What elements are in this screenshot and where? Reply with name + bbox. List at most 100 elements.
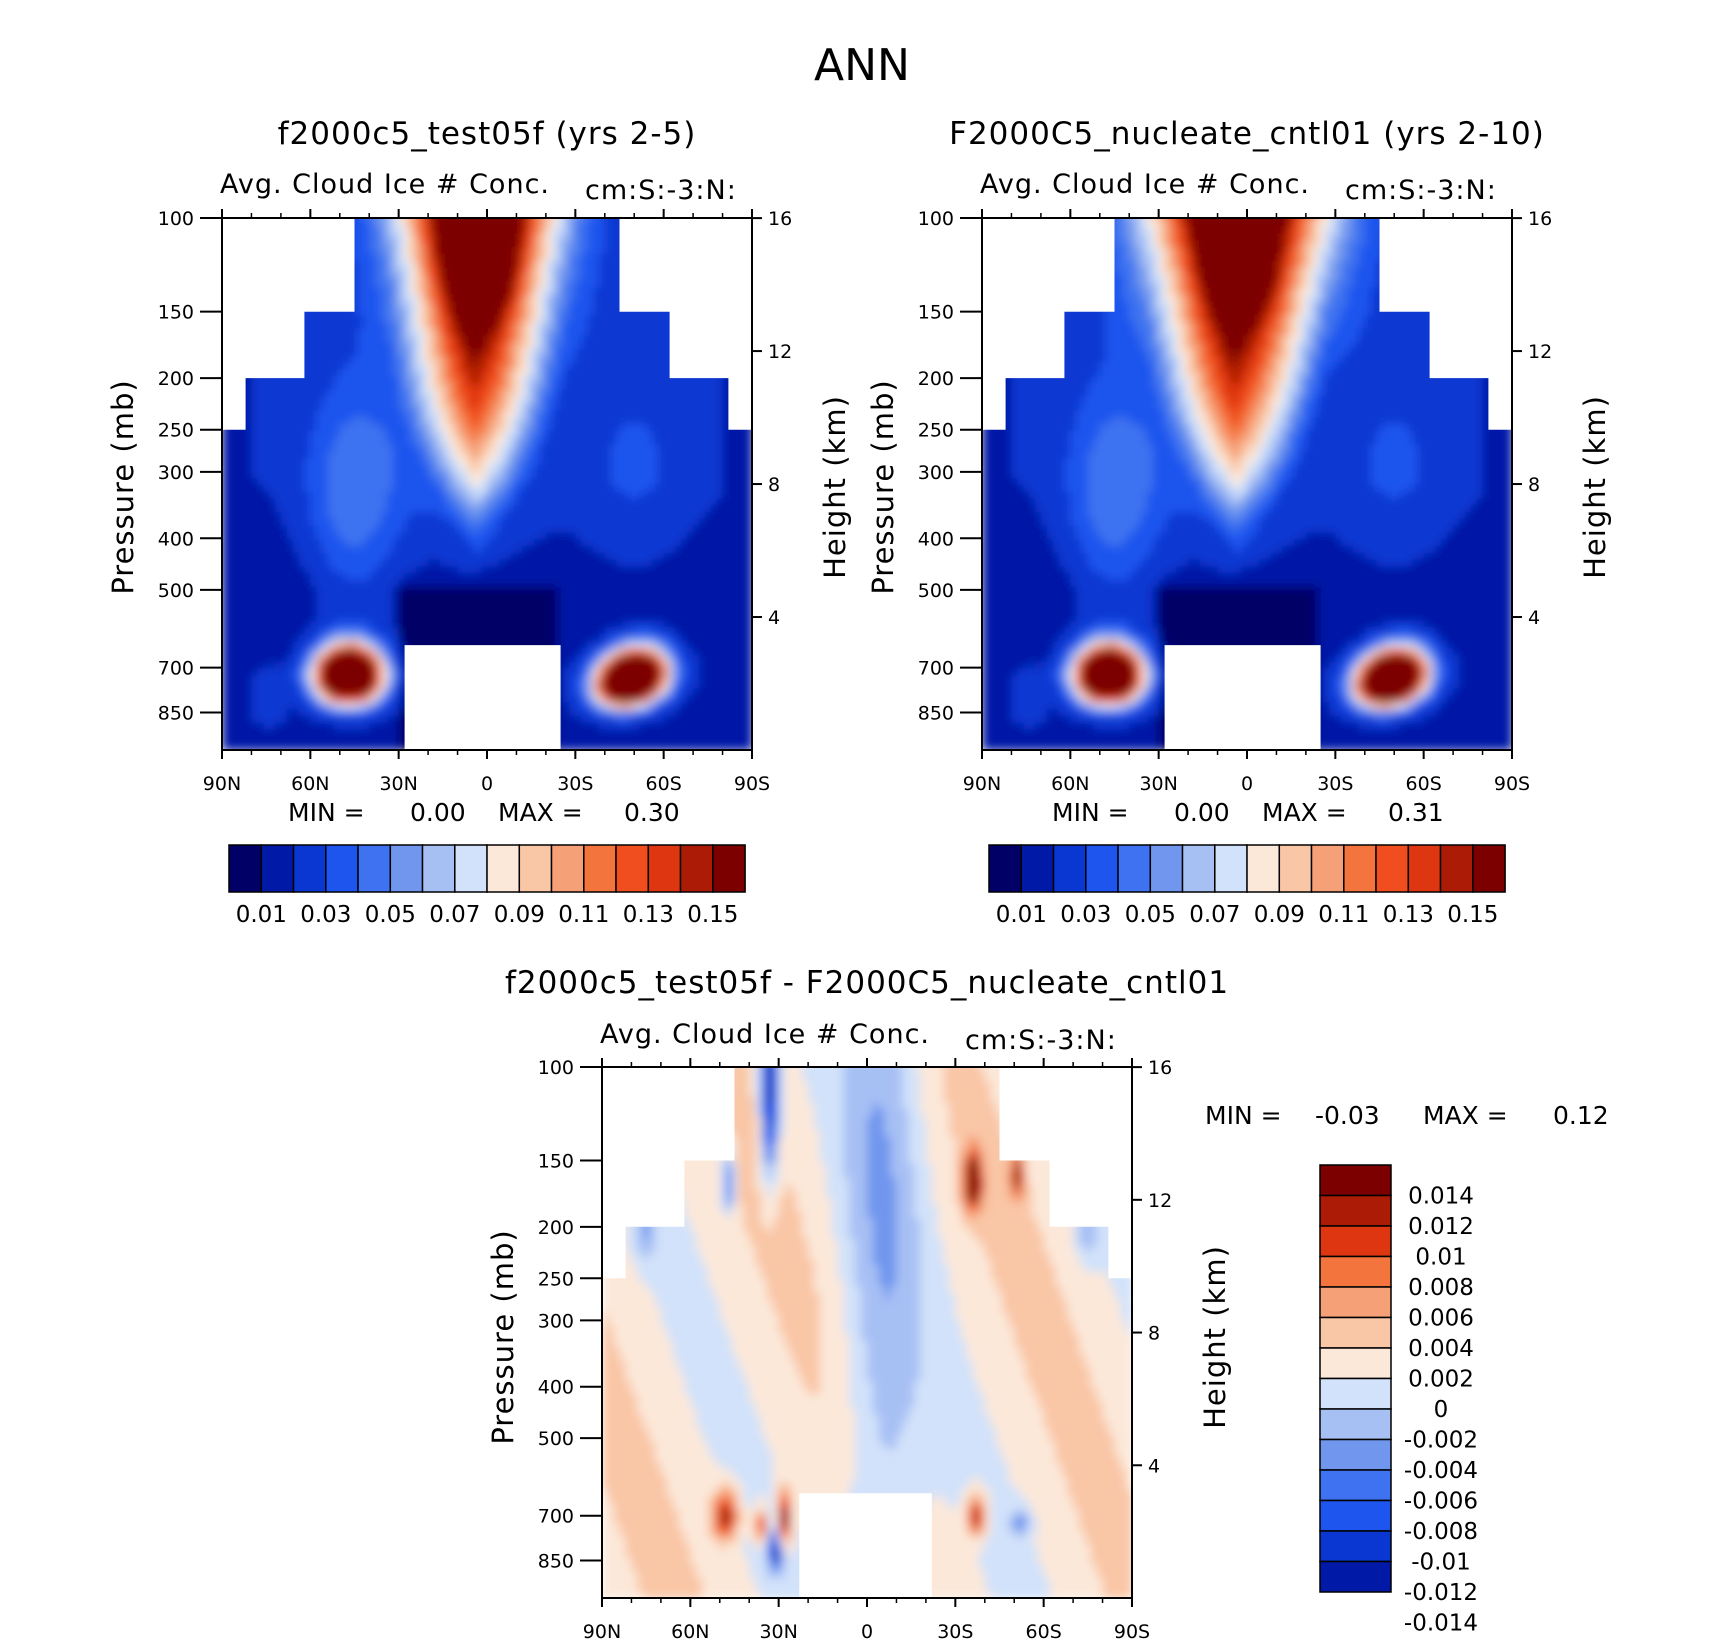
contour-cell <box>257 233 264 241</box>
contour-cell <box>504 498 512 507</box>
contour-cell <box>227 716 235 724</box>
contour-cell <box>404 688 412 697</box>
contour-cell <box>392 661 400 670</box>
contour-cell <box>410 219 418 228</box>
contour-cell <box>286 362 294 371</box>
contour-cell <box>434 607 441 615</box>
contour-cell <box>398 525 406 534</box>
contour-cell <box>575 518 582 527</box>
contour-cell <box>316 253 323 262</box>
contour-cell <box>540 484 547 493</box>
contour-cell <box>292 260 300 269</box>
contour-cell <box>245 246 253 255</box>
contour-cell <box>422 620 429 629</box>
contour-cell <box>522 321 529 330</box>
contour-cell <box>510 593 518 602</box>
contour-cell <box>322 478 329 486</box>
contour-cell <box>516 240 524 248</box>
contour-cell <box>557 308 565 316</box>
contour-cell <box>410 566 418 575</box>
contour-cell <box>422 539 429 547</box>
contour-cell <box>269 573 276 581</box>
contour-cell <box>351 607 359 615</box>
contour-cell <box>298 498 306 507</box>
contour-cell <box>445 233 453 241</box>
contour-cell <box>269 416 276 425</box>
contour-cell <box>557 328 565 337</box>
contour-cell <box>339 614 347 622</box>
contour-cell <box>410 709 418 717</box>
contour-cell <box>398 430 406 439</box>
contour-cell <box>422 233 429 241</box>
contour-cell <box>292 301 300 309</box>
contour-cell <box>516 682 524 690</box>
contour-cell <box>280 450 288 459</box>
contour-cell <box>475 403 482 411</box>
contour-cell <box>451 294 459 303</box>
contour-cell <box>286 437 294 445</box>
contour-cell <box>304 287 312 296</box>
contour-cell <box>386 321 394 330</box>
contour-cell <box>434 661 441 670</box>
contour-cell <box>575 389 582 398</box>
contour-cell <box>451 695 459 704</box>
contour-cell <box>516 512 524 520</box>
contour-cell <box>410 729 418 738</box>
contour-cell <box>540 253 547 262</box>
contour-cell <box>233 695 241 704</box>
contour-cell <box>292 450 300 459</box>
contour-cell <box>428 314 435 323</box>
contour-cell <box>310 423 317 432</box>
contour-cell <box>416 736 423 744</box>
contour-cell <box>516 355 524 364</box>
contour-cell <box>316 382 323 391</box>
contour-cell <box>369 729 376 738</box>
contour-cell <box>328 593 335 602</box>
contour-cell <box>316 342 323 350</box>
contour-cell <box>522 491 529 500</box>
contour-cell <box>298 675 306 683</box>
contour-cell <box>251 328 259 337</box>
contour-cell <box>516 396 524 405</box>
contour-cell <box>227 328 235 337</box>
contour-cell <box>357 709 365 717</box>
contour-cell <box>233 240 241 248</box>
contour-cell <box>298 688 306 697</box>
contour-cell <box>345 218 353 221</box>
contour-cell <box>575 736 582 744</box>
contour-cell <box>239 505 247 513</box>
contour-cell <box>333 294 341 303</box>
contour-cell <box>581 233 588 241</box>
contour-cell <box>375 233 382 241</box>
contour-cell <box>522 389 529 398</box>
contour-cell <box>345 634 353 642</box>
contour-cell <box>563 607 571 615</box>
contour-cell <box>304 335 312 343</box>
contour-cell <box>269 688 276 697</box>
contour-cell <box>587 403 594 411</box>
contour-cell <box>492 218 500 221</box>
contour-cell <box>428 682 435 690</box>
contour-cell <box>351 498 359 507</box>
contour-cell <box>227 362 235 371</box>
contour-cell <box>316 607 323 615</box>
contour-cell <box>357 580 365 588</box>
contour-cell <box>581 457 588 466</box>
contour-cell <box>345 314 353 323</box>
contour-cell <box>280 240 288 248</box>
contour-cell <box>534 627 541 636</box>
contour-cell <box>386 702 394 710</box>
contour-cell <box>345 491 353 500</box>
contour-cell <box>410 586 418 595</box>
contour-cell <box>551 253 559 262</box>
contour-cell <box>333 267 341 275</box>
contour-cell <box>310 559 317 568</box>
contour-cell <box>445 702 453 710</box>
contour-cell <box>581 675 588 683</box>
contour-cell <box>386 226 394 235</box>
contour-cell <box>352 206 359 214</box>
contour-cell <box>457 688 465 697</box>
contour-cell <box>563 328 571 337</box>
contour-cell <box>298 702 306 710</box>
contour-cell <box>322 226 329 235</box>
